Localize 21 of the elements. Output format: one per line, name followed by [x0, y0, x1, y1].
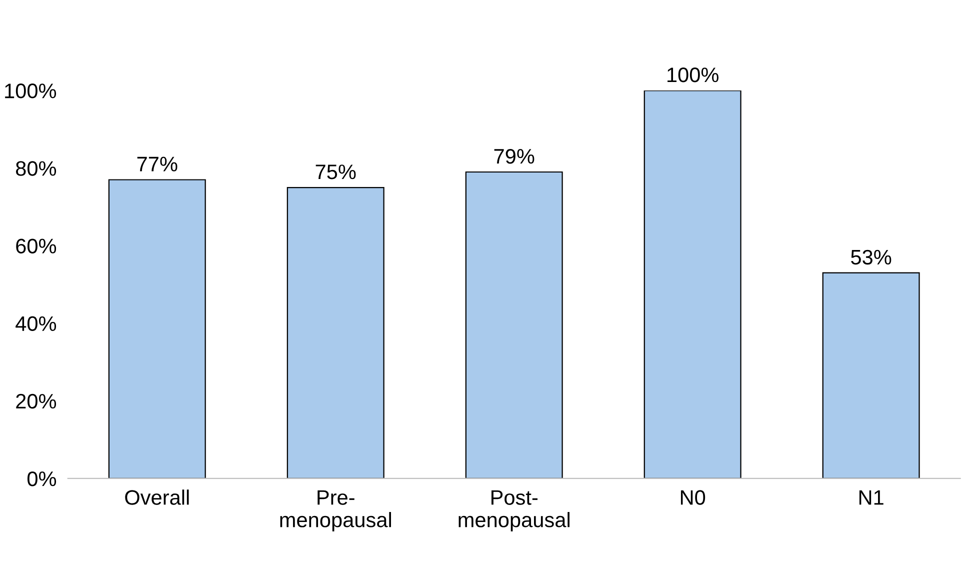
x-tick-label: Post- menopausal [458, 490, 570, 532]
x-tick-label: N0 [680, 490, 706, 505]
data-label: 79% [494, 148, 534, 164]
bar [822, 272, 920, 478]
y-tick-label: 80% [16, 161, 56, 176]
x-tick-label: N1 [859, 490, 884, 505]
bar [644, 90, 742, 478]
bar [286, 186, 384, 478]
data-label: 77% [137, 156, 178, 172]
x-tick-label: Pre- menopausal [280, 490, 391, 532]
data-label: 53% [851, 250, 892, 265]
y-tick-label: 20% [16, 394, 56, 409]
y-tick-label: 100% [5, 84, 56, 98]
data-label: 100% [668, 67, 718, 82]
bar [465, 171, 563, 478]
y-tick-label: 0% [27, 471, 56, 486]
y-tick-label: 60% [16, 238, 56, 254]
x-tick-label: Overall [125, 490, 189, 505]
data-label: 75% [316, 164, 356, 180]
y-tick-label: 40% [16, 316, 56, 332]
bar [108, 179, 206, 478]
